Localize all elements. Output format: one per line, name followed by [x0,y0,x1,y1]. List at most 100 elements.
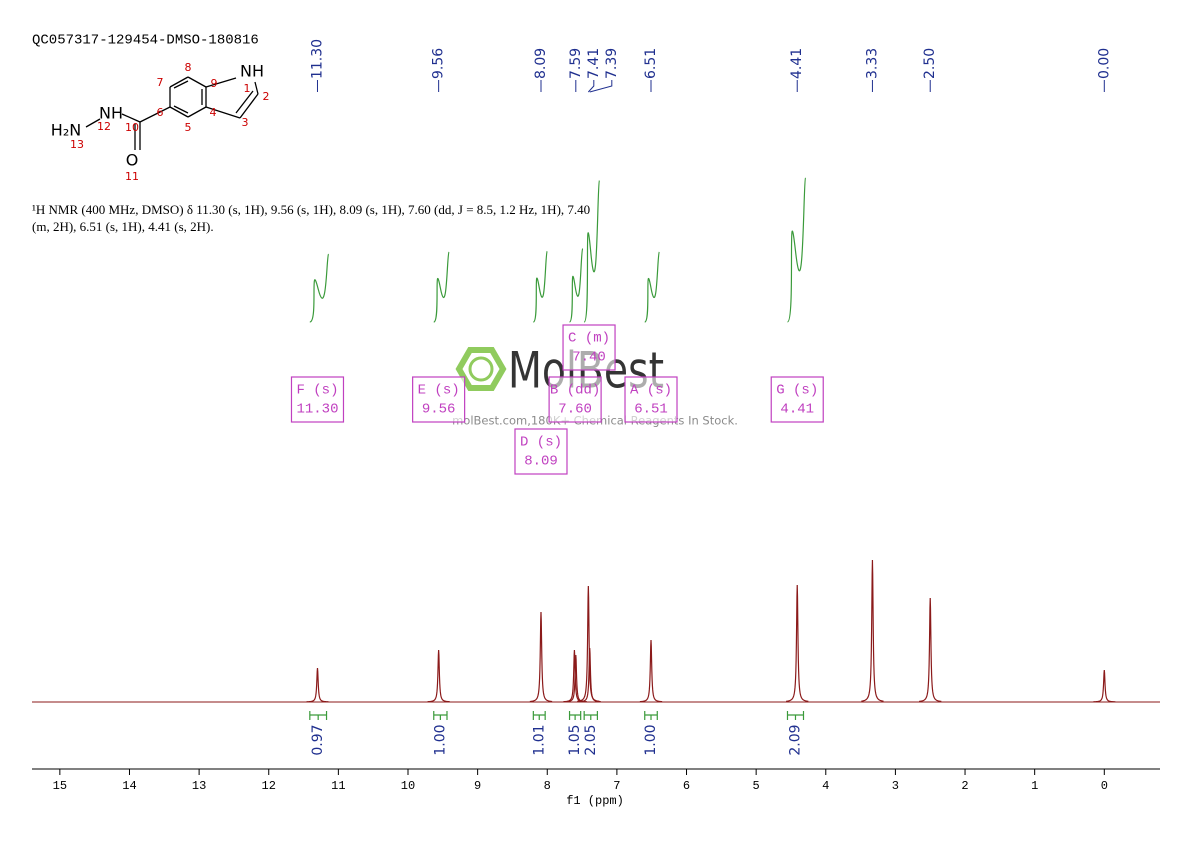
atom-number: 10 [125,121,139,134]
x-tick-label: 2 [961,779,968,793]
integral-value: 0.97 [310,724,326,755]
multiplet-shift: 7.40 [572,350,606,366]
atom-number: 11 [125,170,139,183]
atom-number: 6 [157,106,164,119]
peak-label-leader [589,80,613,93]
atom-label: NH [99,104,123,123]
peak [639,639,663,703]
integral-value: 2.05 [583,724,599,755]
multiplet-shift: 4.41 [780,402,814,418]
x-tick-label: 14 [122,779,136,793]
peak [578,647,601,703]
atom-number: 1 [244,82,251,95]
atom-number: 3 [242,116,249,129]
x-axis-label: f1 (ppm) [566,794,624,808]
atom-label: O [126,151,139,170]
integral-range [568,711,582,720]
atom-number: 13 [70,138,84,151]
peak-label: 3.33 [864,48,880,79]
x-tick-label: 10 [401,779,415,793]
multiplet-shift: 7.60 [558,402,592,418]
peak-label: 9.56 [431,48,447,79]
x-tick-label: 5 [753,779,760,793]
multiplet-shift: 8.09 [524,454,558,470]
peak [861,559,884,702]
integral-range [644,711,658,720]
multiplet-name: F (s) [296,383,338,399]
integral-range [532,711,546,720]
multiplet-box [624,376,678,423]
peak [919,597,942,703]
integral-range [786,711,805,720]
multiplet-box [562,324,616,371]
atom-number: 8 [185,61,192,74]
multiplet-name: E (s) [418,383,460,399]
integral-range [309,711,328,720]
peak [529,611,553,703]
x-tick-label: 13 [192,779,206,793]
multiplet-name: C (m) [568,331,610,347]
x-tick-label: 1 [1031,779,1038,793]
x-tick-label: 15 [53,779,67,793]
integral-curve [644,251,660,323]
integral-value: 1.00 [643,724,659,755]
atom-number: 12 [97,120,111,133]
multiplet-name: A (s) [630,383,672,399]
multiplet-shift: 11.30 [296,402,338,418]
watermark-logo-icon [468,356,494,382]
peak-label: 11.30 [309,39,325,79]
multiplet-name: G (s) [776,383,818,399]
x-tick-label: 3 [892,779,899,793]
peak-label-leader [587,80,595,93]
peak [1093,669,1116,703]
integral-value: 1.05 [567,724,583,755]
atom-number: 4 [210,106,217,119]
integral-value: 1.00 [432,724,448,755]
atom-labels: NH 1 2 3 4 5 6 7 8 9 10 11 12 13 O H₂N N… [51,61,270,183]
integral-curve [786,177,807,323]
multiplet-box [770,376,824,423]
peak-label: 0.00 [1096,48,1112,79]
x-tick-label: 8 [544,779,551,793]
nmr-description: ¹H NMR (400 MHz, DMSO) δ 11.30 (s, 1H), … [32,202,591,234]
atom-label: NH [240,62,264,81]
peak-label: 8.09 [533,48,549,79]
x-tick-label: 0 [1101,779,1108,793]
integral-value: 2.09 [787,724,803,755]
integral-range [433,711,448,720]
peak-label: 7.39 [604,48,620,79]
peak-label: 2.50 [922,48,938,79]
x-tick-label: 7 [613,779,620,793]
peak-label: 7.59 [568,48,584,79]
watermark-logo-icon [455,347,507,391]
multiplet-box [290,376,345,423]
multiplet-shift: 6.51 [634,402,668,418]
atom-number: 5 [185,121,192,134]
peak [427,649,450,703]
integral-curve [433,251,450,323]
atom-number: 7 [157,76,164,89]
x-tick-label: 6 [683,779,690,793]
multiplet-box [548,376,602,423]
peak [306,667,329,703]
multiplet-name: B (dd) [550,383,600,399]
x-tick-label: 11 [331,779,345,793]
integral-range [583,711,598,720]
integral-curve [532,250,548,323]
atom-number: 2 [263,90,270,103]
peak-label: 6.51 [643,48,659,79]
structure [85,76,259,150]
sample-title: QC057317-129454-DMSO-180816 [32,33,259,49]
integral-curve [583,180,600,323]
atom-number: 9 [211,77,218,90]
multiplet-box [514,428,568,475]
x-tick-label: 4 [822,779,829,793]
peak-label: 7.41 [586,48,602,79]
integral-curve [309,253,330,323]
integral-curve [568,248,584,323]
multiplet-shift: 9.56 [422,402,456,418]
x-tick-label: 9 [474,779,481,793]
peak [786,584,809,702]
